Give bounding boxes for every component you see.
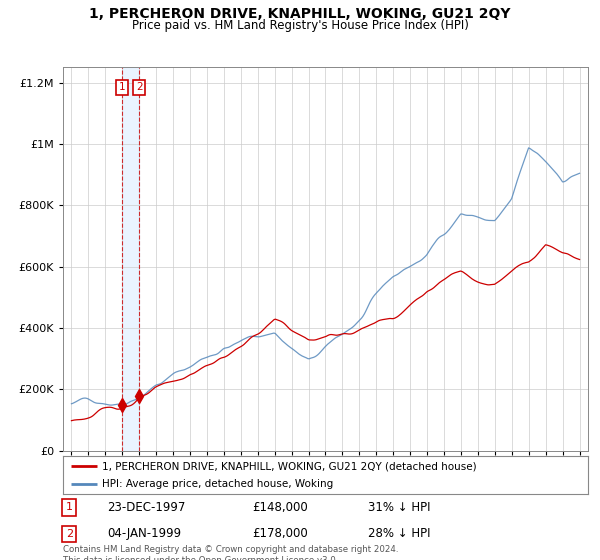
Text: 31% ↓ HPI: 31% ↓ HPI <box>367 501 430 514</box>
Bar <box>122 67 139 451</box>
Text: 1: 1 <box>118 82 125 92</box>
Text: Contains HM Land Registry data © Crown copyright and database right 2024.
This d: Contains HM Land Registry data © Crown c… <box>63 545 398 560</box>
Text: 28% ↓ HPI: 28% ↓ HPI <box>367 528 430 540</box>
Text: Price paid vs. HM Land Registry's House Price Index (HPI): Price paid vs. HM Land Registry's House … <box>131 19 469 32</box>
Text: 1, PERCHERON DRIVE, KNAPHILL, WOKING, GU21 2QY: 1, PERCHERON DRIVE, KNAPHILL, WOKING, GU… <box>89 7 511 21</box>
Text: 2: 2 <box>66 529 73 539</box>
Text: 23-DEC-1997: 23-DEC-1997 <box>107 501 186 514</box>
Text: HPI: Average price, detached house, Woking: HPI: Average price, detached house, Woki… <box>103 479 334 489</box>
Text: £178,000: £178,000 <box>252 528 308 540</box>
Text: 1: 1 <box>66 502 73 512</box>
Text: £148,000: £148,000 <box>252 501 308 514</box>
Text: 1, PERCHERON DRIVE, KNAPHILL, WOKING, GU21 2QY (detached house): 1, PERCHERON DRIVE, KNAPHILL, WOKING, GU… <box>103 461 477 471</box>
Text: 2: 2 <box>136 82 143 92</box>
Text: 04-JAN-1999: 04-JAN-1999 <box>107 528 182 540</box>
